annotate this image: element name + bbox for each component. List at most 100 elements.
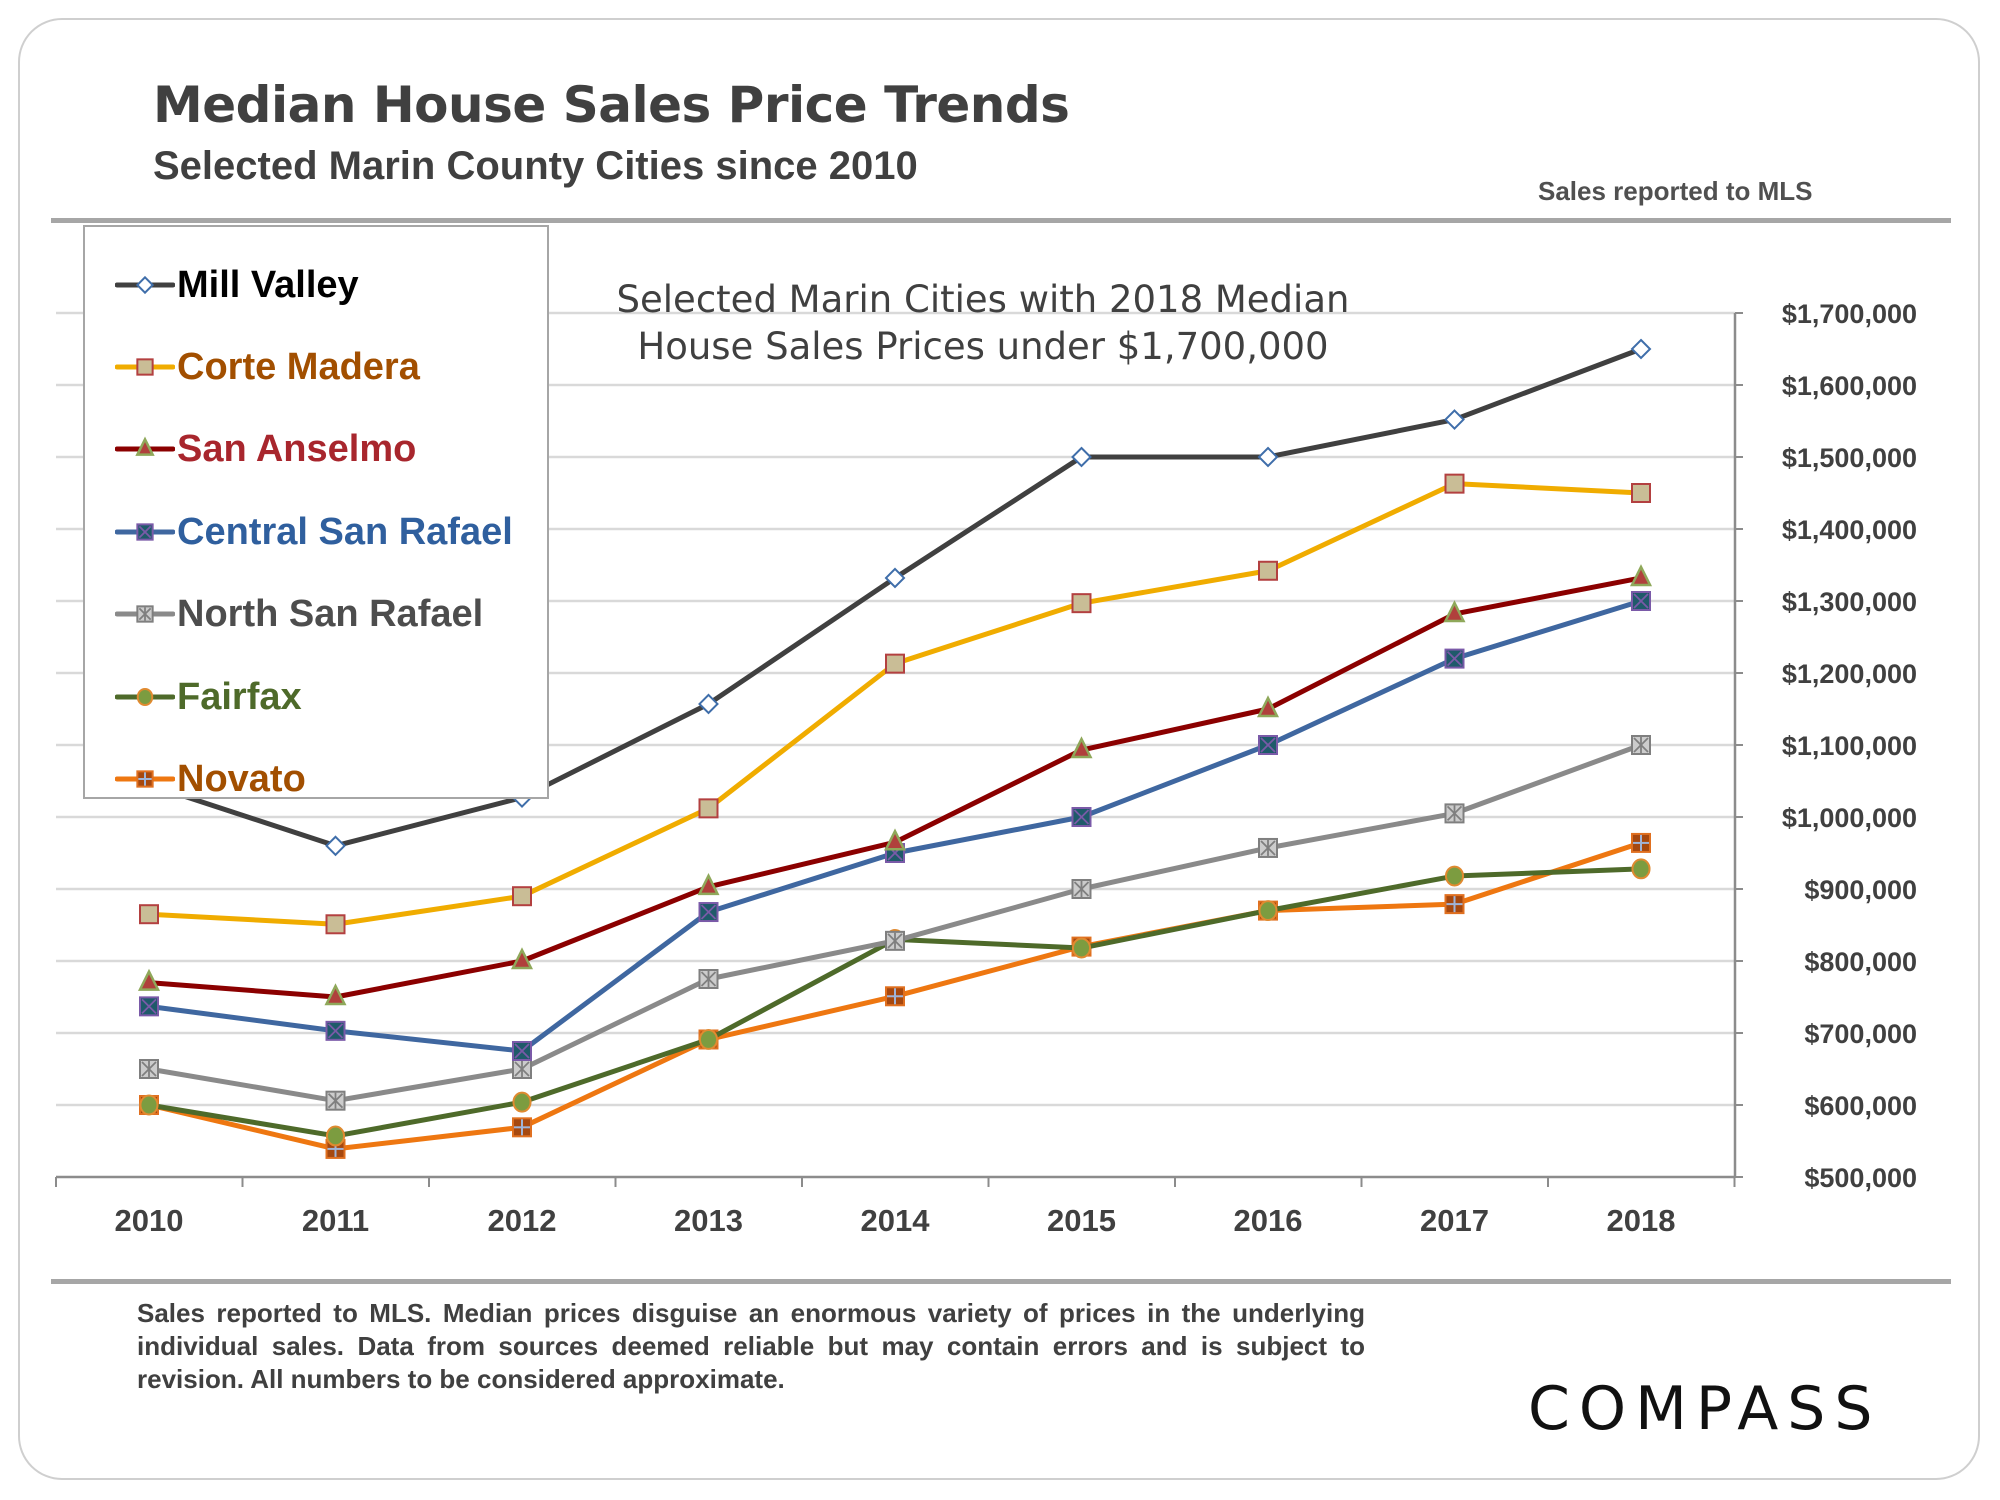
compass-logo: COMPASS: [1528, 1374, 1882, 1444]
data-point-san-anselmo: [1443, 600, 1466, 623]
data-point-north-san-rafael: [139, 1059, 159, 1079]
data-point-novato: [1631, 832, 1651, 853]
data-point-corte-madera: [325, 914, 346, 935]
marker-diamond: [135, 275, 155, 295]
circle-marker: [1444, 865, 1465, 887]
data-point-corte-madera: [1631, 483, 1651, 503]
legend-label: Fairfax: [177, 675, 302, 718]
y-tick-label: $600,000: [1804, 1091, 1917, 1121]
x-tick-label: 2012: [488, 1203, 557, 1238]
square-marker: [1258, 560, 1278, 581]
x-tick-label: 2016: [1234, 1203, 1303, 1238]
data-point-central-san-rafael: [512, 1041, 532, 1061]
data-point-fairfax: [512, 1091, 532, 1113]
data-point-corte-madera: [512, 886, 532, 907]
data-point-novato: [512, 1117, 532, 1138]
y-tick-label: $1,500,000: [1782, 443, 1917, 473]
marker-square-star: [136, 605, 154, 623]
x-glyph: [514, 1043, 530, 1059]
data-point-san-anselmo: [697, 873, 720, 896]
square-marker: [698, 798, 719, 819]
data-point-central-san-rafael: [1444, 648, 1465, 669]
data-point-fairfax: [1444, 865, 1465, 887]
y-tick-label: $1,100,000: [1782, 731, 1917, 761]
marker-square-x: [136, 523, 154, 541]
y-tick-label: $700,000: [1804, 1019, 1917, 1049]
data-point-san-anselmo: [1629, 564, 1653, 587]
data-point-corte-madera: [1071, 593, 1092, 614]
square-marker: [1631, 483, 1651, 503]
x-glyph: [1260, 737, 1276, 753]
data-point-central-san-rafael: [1258, 735, 1278, 755]
y-tick-label: $900,000: [1804, 875, 1917, 905]
data-point-mill-valley: [698, 693, 719, 715]
y-tick-label: $500,000: [1804, 1163, 1917, 1193]
source-note: Sales reported to MLS: [1538, 176, 1813, 206]
data-point-north-san-rafael: [512, 1059, 532, 1079]
data-point-fairfax: [1631, 858, 1651, 880]
legend-label: Corte Madera: [177, 345, 420, 388]
chart-title-line-2: House Sales Prices under $1,700,000: [637, 325, 1328, 368]
diamond-marker: [1630, 338, 1652, 360]
y-tick-label: $800,000: [1804, 947, 1917, 977]
legend: Mill Valley Corte Madera San Anselmo Centra…: [83, 225, 549, 800]
x-glyph: [1633, 593, 1649, 609]
data-point-north-san-rafael: [698, 969, 719, 989]
data-point-mill-valley: [1071, 446, 1092, 468]
square-marker: [139, 904, 159, 925]
legend-item-north-san-rafael: North San Rafael: [115, 589, 483, 639]
y-tick-label: $1,300,000: [1782, 587, 1917, 617]
data-point-mill-valley: [1444, 409, 1465, 430]
y-tick-label: $1,200,000: [1782, 659, 1917, 689]
legend-item-novato: Novato: [115, 754, 306, 804]
axes: [55, 312, 1743, 1187]
data-point-san-anselmo: [1256, 695, 1280, 718]
data-point-corte-madera: [139, 904, 159, 925]
data-point-central-san-rafael: [325, 1020, 346, 1041]
data-point-north-san-rafael: [1258, 837, 1278, 858]
square-marker: [512, 886, 532, 907]
data-point-san-anselmo: [324, 983, 347, 1006]
data-point-corte-madera: [698, 798, 719, 819]
data-point-north-san-rafael: [1631, 735, 1651, 755]
bottom-divider: [51, 1279, 1951, 1284]
legend-label: San Anselmo: [177, 427, 417, 470]
data-point-novato: [1444, 894, 1465, 915]
square-marker: [885, 653, 905, 674]
legend-item-fairfax: Fairfax: [115, 672, 302, 722]
data-point-central-san-rafael: [698, 902, 719, 923]
data-point-mill-valley: [884, 567, 906, 589]
triangle-marker: [1256, 695, 1280, 718]
marker-square-plus: [136, 770, 154, 788]
diamond-marker: [1257, 446, 1279, 468]
legend-label: Central San Rafael: [177, 510, 513, 553]
y-tick-label: $1,400,000: [1782, 515, 1917, 545]
legend-item-san-anselmo: San Anselmo: [115, 424, 416, 474]
data-point-north-san-rafael: [885, 930, 905, 951]
circle-marker: [1631, 858, 1651, 880]
legend-label: North San Rafael: [177, 592, 484, 635]
data-point-fairfax: [325, 1125, 346, 1147]
diamond-marker: [135, 275, 155, 295]
triangle-marker: [1443, 600, 1466, 623]
data-point-north-san-rafael: [1444, 803, 1465, 824]
triangle-marker: [1070, 736, 1093, 759]
page-title: Median House Sales Price Trends: [153, 76, 1070, 134]
data-point-san-anselmo: [1070, 736, 1093, 759]
legend-swatch-icon: [115, 275, 175, 295]
marker-circle: [136, 687, 154, 707]
data-point-mill-valley: [1257, 446, 1279, 468]
data-point-corte-madera: [1444, 473, 1465, 494]
legend-item-central-san-rafael: Central San Rafael: [115, 507, 513, 557]
circle-marker: [325, 1125, 346, 1147]
y-tick-label: $1,700,000: [1782, 299, 1917, 329]
x-tick-label: 2011: [302, 1203, 369, 1238]
data-point-central-san-rafael: [1071, 807, 1092, 827]
circle-marker: [139, 1094, 159, 1116]
data-point-mill-valley: [325, 835, 346, 857]
square-marker: [136, 358, 154, 376]
page-subtitle: Selected Marin County Cities since 2010: [153, 144, 918, 188]
card-frame: [18, 18, 1980, 1480]
x-glyph: [327, 1023, 344, 1039]
series-corte-madera: [139, 473, 1651, 935]
